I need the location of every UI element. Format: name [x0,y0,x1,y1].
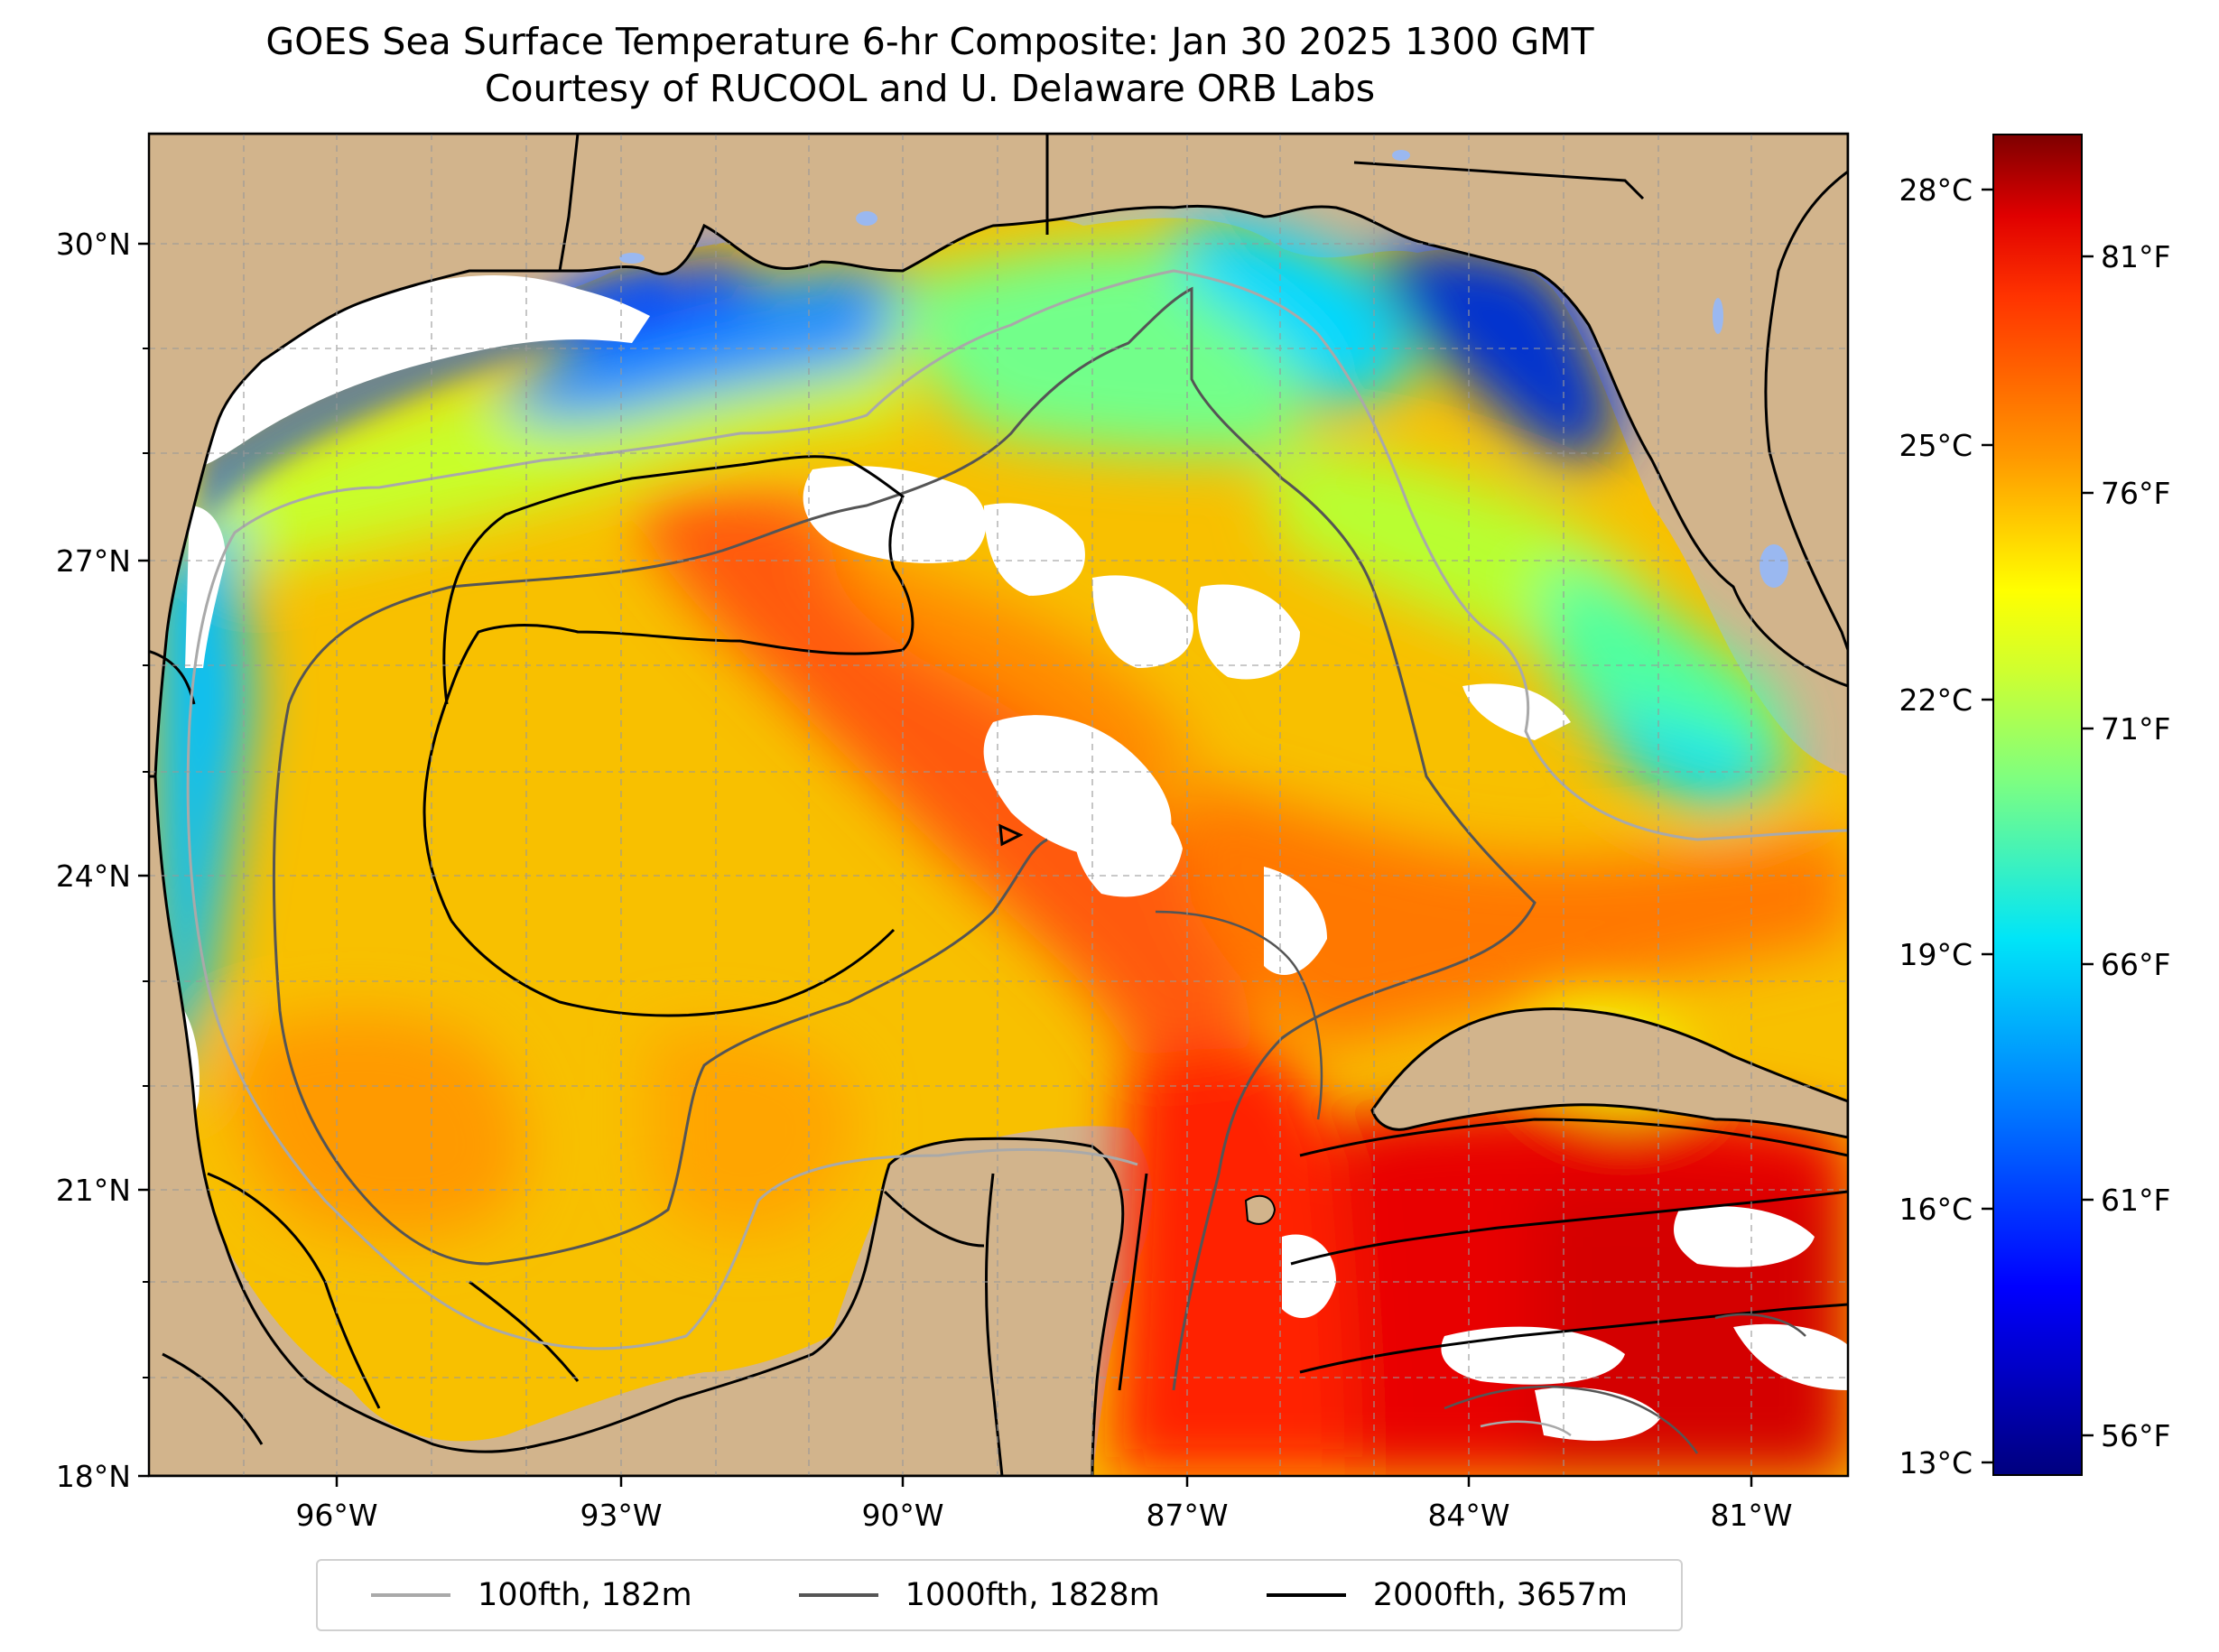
colorbar-fahrenheit-label: 76°F [2101,476,2170,511]
map-frame [147,132,1850,1478]
lat-tick-label: 30°N [56,227,131,262]
map-area [149,134,1848,1476]
lat-tick-label: 21°N [56,1173,131,1208]
gridlines [149,134,1848,1476]
axis-ticks [138,242,1753,1487]
map-subtitle: Courtesy of RUCOOL and U. Delaware ORB L… [484,67,1376,110]
axis-minor-ticks [143,348,149,1378]
lon-tick-label: 81°W [1710,1498,1792,1533]
legend-label: 1000fth, 1828m [905,1577,1160,1613]
colorbar-fahrenheit-label: 71°F [2101,711,2170,747]
colorbar-celsius-label: 22°C [1899,682,1973,718]
colorbar-celsius-label: 25°C [1899,428,1973,463]
colorbar-celsius-label: 16°C [1899,1192,1973,1227]
lon-tick-label: 90°W [861,1498,943,1533]
lon-tick-label: 96°W [295,1498,377,1533]
lat-tick-label: 24°N [56,858,131,894]
colorbar-celsius-label: 19°C [1899,937,1973,972]
colorbar-celsius-label: 28°C [1899,172,1973,208]
colorbar-fahrenheit-label: 81°F [2101,239,2170,274]
legend-item-100fth: 100fth, 182m [371,1577,692,1613]
lakes [619,150,1788,588]
political-borders [149,134,1645,1476]
legend-line-swatch [798,1593,878,1597]
map-title: GOES Sea Surface Temperature 6-hr Compos… [265,20,1594,63]
lon-tick-label: 93°W [580,1498,662,1533]
colorbar-fahrenheit-label: 56°F [2101,1418,2170,1453]
lat-tick-label: 18°N [56,1459,131,1494]
colorbar [1992,134,2083,1476]
legend-label: 100fth, 182m [478,1577,692,1613]
colorbar-ticks [1982,188,2094,1464]
lon-tick-label: 87°W [1146,1498,1228,1533]
legend-line-swatch [1266,1593,1346,1597]
colorbar-fahrenheit-label: 61°F [2101,1183,2170,1218]
lon-tick-label: 84°W [1427,1498,1509,1533]
colorbar-celsius-label: 13°C [1899,1445,1973,1480]
bathymetry-contours [186,269,1848,1454]
legend-item-2000fth: 2000fth, 3657m [1266,1577,1628,1613]
lat-tick-label: 27°N [56,543,131,579]
legend-label: 2000fth, 3657m [1372,1577,1628,1613]
colorbar-fahrenheit-label: 66°F [2101,947,2170,982]
land-masses [149,134,1848,1476]
legend-item-1000fth: 1000fth, 1828m [798,1577,1160,1613]
legend: 100fth, 182m 1000fth, 1828m 2000fth, 365… [316,1559,1683,1631]
sst-field [149,217,1848,1476]
legend-line-swatch [371,1593,451,1597]
